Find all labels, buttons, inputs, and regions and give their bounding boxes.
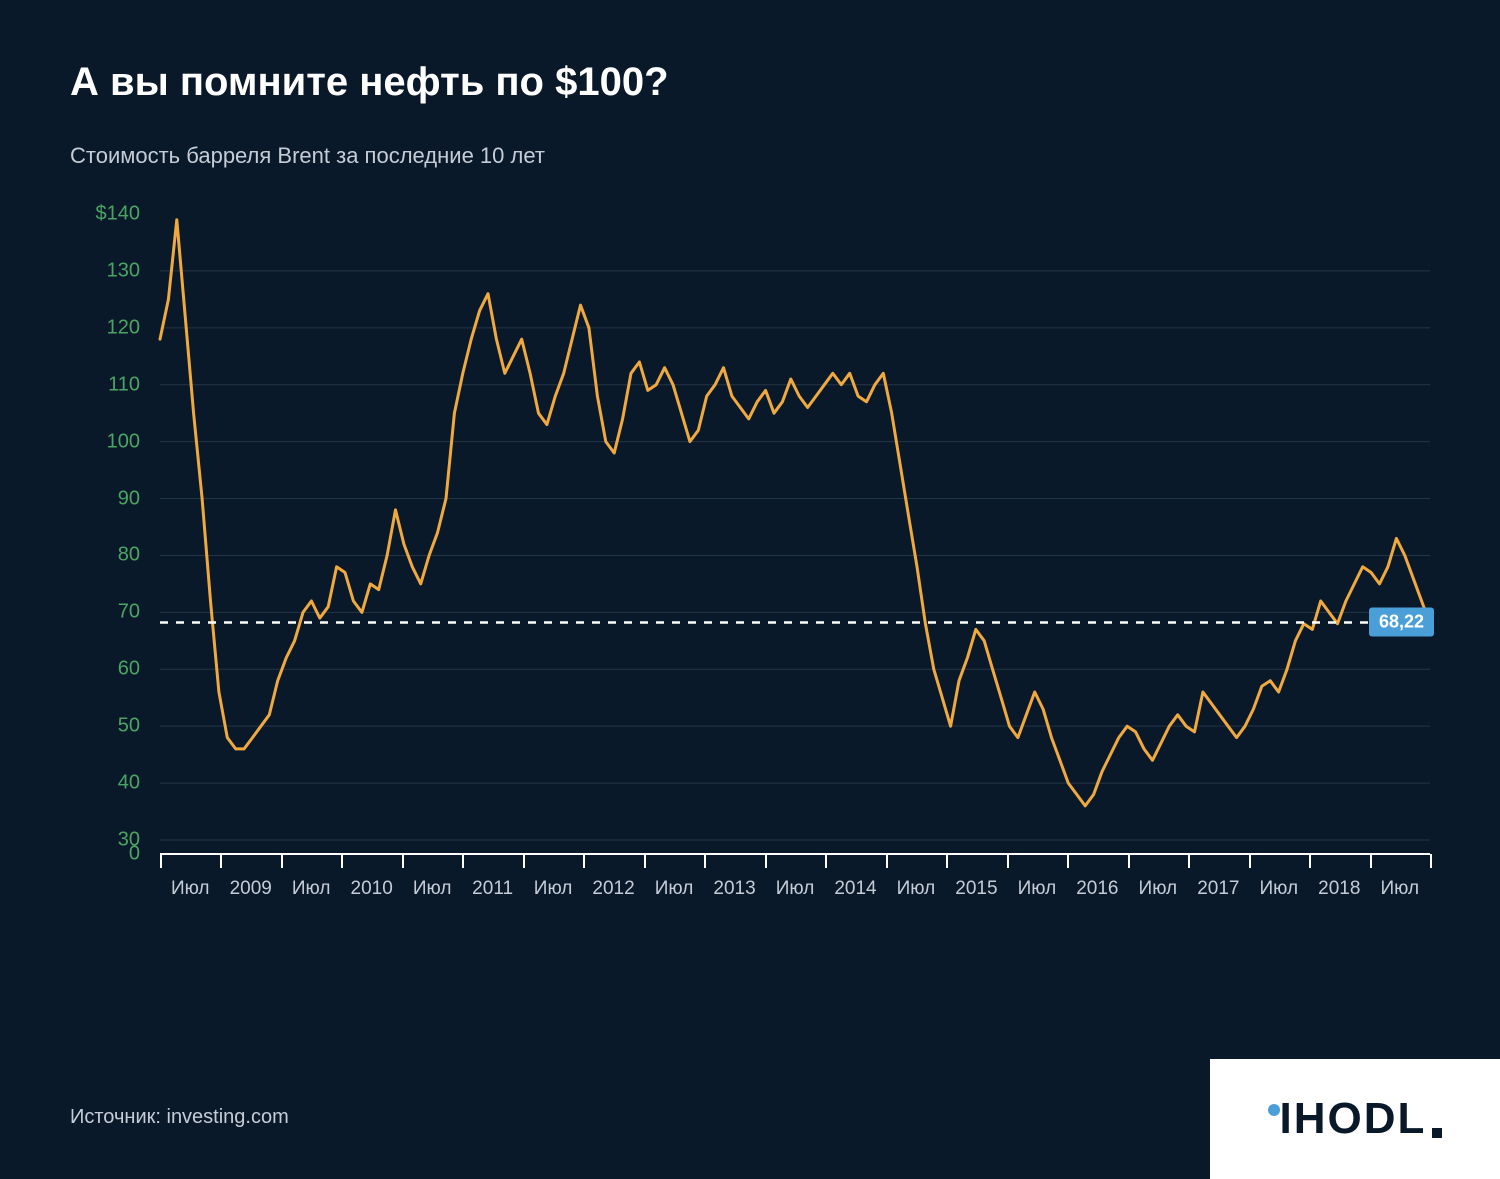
x-tick-label: Июл [776,878,815,900]
y-tick-label: 90 [118,487,140,510]
y-tick-label: 0 [129,843,140,866]
logo-text: IHODL [1280,1094,1427,1144]
x-tick-mark [704,854,706,868]
x-tick-label: Июл [655,878,694,900]
x-tick-label: 2014 [834,878,876,900]
x-tick-label: 2009 [230,878,272,900]
x-tick-label: 2011 [472,878,513,900]
chart-subtitle: Стоимость барреля Brent за последние 10 … [70,143,1430,169]
x-tick-label: Июл [1018,878,1057,900]
x-tick-label: Июл [292,878,331,900]
x-tick-label: Июл [1260,878,1299,900]
x-tick-mark [1370,854,1372,868]
y-tick-label: 80 [118,544,140,567]
x-tick-label: Июл [1380,878,1419,900]
x-tick-mark [220,854,222,868]
x-tick-mark [946,854,948,868]
x-tick-label: Июл [534,878,573,900]
x-tick-mark [1128,854,1130,868]
x-tick-mark [1430,854,1432,868]
x-tick-mark [1249,854,1251,868]
y-tick-label: 130 [107,259,140,282]
x-tick-mark [1067,854,1069,868]
x-tick-label: 2010 [351,878,393,900]
x-tick-label: Июл [1139,878,1178,900]
chart-plot: 68,22 [160,214,1430,854]
y-tick-label: 70 [118,601,140,624]
chart-area: $140130120110100908070605040300 68,22 Ию… [70,214,1430,924]
x-tick-label: Июл [897,878,936,900]
x-tick-label: 2012 [592,878,634,900]
chart-container: А вы помните нефть по $100? Стоимость ба… [0,0,1500,1179]
x-tick-mark [765,854,767,868]
y-tick-label: 60 [118,658,140,681]
x-tick-mark [644,854,646,868]
x-tick-mark [1188,854,1190,868]
x-tick-mark [402,854,404,868]
reference-value-badge: 68,22 [1369,608,1434,637]
logo: IHODL [1268,1094,1443,1144]
x-tick-mark [462,854,464,868]
logo-period-icon [1432,1128,1442,1138]
x-tick-mark [523,854,525,868]
x-tick-label: Июл [413,878,452,900]
y-tick-label: 120 [107,316,140,339]
y-axis: $140130120110100908070605040300 [70,214,150,854]
y-tick-label: 100 [107,430,140,453]
x-tick-mark [341,854,343,868]
x-tick-label: Июл [171,878,210,900]
y-tick-label: $140 [96,203,141,226]
x-tick-label: 2013 [713,878,755,900]
x-tick-mark [583,854,585,868]
x-tick-mark [825,854,827,868]
source-text: Источник: investing.com [70,1106,289,1129]
x-tick-mark [1309,854,1311,868]
x-tick-mark [886,854,888,868]
logo-dot-icon [1268,1104,1280,1116]
logo-box: IHODL [1210,1059,1500,1179]
x-tick-label: 2017 [1197,878,1239,900]
x-tick-mark [281,854,283,868]
x-tick-label: 2015 [955,878,997,900]
chart-title: А вы помните нефть по $100? [70,60,1430,105]
x-tick-mark [1007,854,1009,868]
x-tick-label: 2018 [1318,878,1360,900]
x-tick-label: 2016 [1076,878,1118,900]
y-tick-label: 110 [108,373,140,396]
y-tick-label: 40 [118,772,140,795]
x-tick-mark [160,854,162,868]
y-tick-label: 50 [118,715,140,738]
